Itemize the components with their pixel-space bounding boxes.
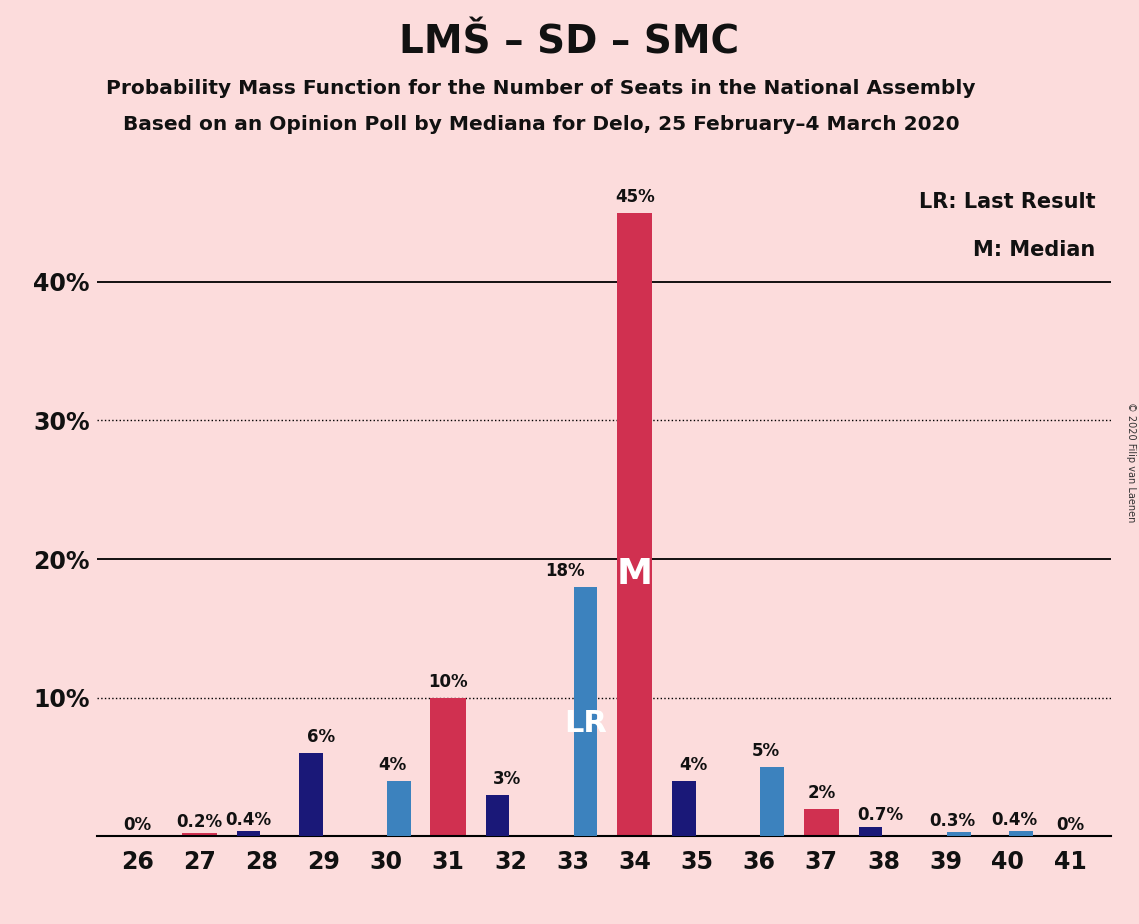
Text: 0%: 0% <box>1056 816 1084 834</box>
Text: LMŠ – SD – SMC: LMŠ – SD – SMC <box>400 23 739 61</box>
Bar <box>387 781 411 836</box>
Bar <box>237 831 261 836</box>
Text: 10%: 10% <box>428 673 468 691</box>
Text: 0%: 0% <box>123 816 151 834</box>
Text: © 2020 Filip van Laenen: © 2020 Filip van Laenen <box>1126 402 1136 522</box>
Text: 4%: 4% <box>680 756 708 774</box>
Text: 0.4%: 0.4% <box>226 810 271 829</box>
Text: 0.3%: 0.3% <box>929 812 975 830</box>
Bar <box>182 833 218 836</box>
Text: 4%: 4% <box>378 756 407 774</box>
Bar <box>298 753 322 836</box>
Text: 2%: 2% <box>808 784 836 802</box>
Bar <box>1009 831 1033 836</box>
Bar <box>574 587 598 836</box>
Text: 6%: 6% <box>306 728 335 747</box>
Bar <box>485 795 509 836</box>
Bar <box>672 781 696 836</box>
Bar <box>804 808 839 836</box>
Text: 5%: 5% <box>752 742 779 760</box>
Text: 45%: 45% <box>615 188 655 206</box>
Text: Probability Mass Function for the Number of Seats in the National Assembly: Probability Mass Function for the Number… <box>106 79 976 98</box>
Bar <box>761 767 784 836</box>
Text: LR: LR <box>564 710 607 738</box>
Bar <box>947 833 970 836</box>
Text: M: Median: M: Median <box>973 240 1096 261</box>
Text: 0.7%: 0.7% <box>858 807 903 824</box>
Text: 3%: 3% <box>493 770 522 787</box>
Bar <box>617 213 653 836</box>
Text: LR: Last Result: LR: Last Result <box>919 192 1096 212</box>
Text: M: M <box>616 557 653 591</box>
Text: 0.4%: 0.4% <box>991 810 1038 829</box>
Bar <box>859 827 883 836</box>
Text: 18%: 18% <box>546 562 585 580</box>
Text: 0.2%: 0.2% <box>177 813 222 832</box>
Bar <box>431 698 466 836</box>
Text: Based on an Opinion Poll by Mediana for Delo, 25 February–4 March 2020: Based on an Opinion Poll by Mediana for … <box>123 116 959 135</box>
